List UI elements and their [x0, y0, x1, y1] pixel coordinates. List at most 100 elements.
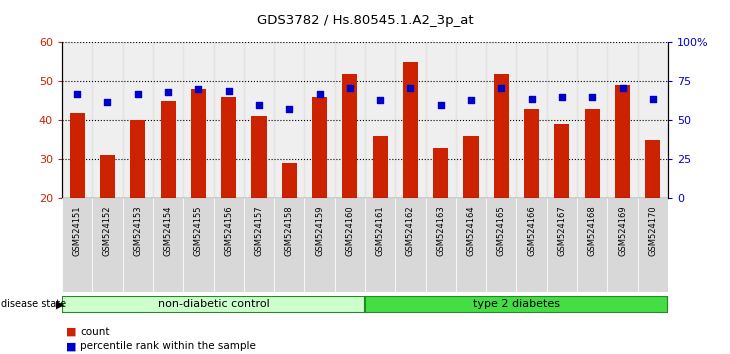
Bar	[304, 198, 335, 292]
Bar	[638, 42, 668, 198]
Point	[496, 85, 507, 91]
Text: GSM524168: GSM524168	[588, 206, 596, 257]
Text: GSM524156: GSM524156	[224, 206, 233, 256]
Bar	[335, 42, 365, 198]
Text: GSM524154: GSM524154	[164, 206, 172, 256]
Bar	[100, 155, 115, 198]
Text: GSM524165: GSM524165	[497, 206, 506, 256]
Bar	[191, 89, 206, 198]
Point	[132, 91, 144, 97]
Bar	[130, 120, 145, 198]
Bar	[214, 42, 244, 198]
Text: GSM524164: GSM524164	[466, 206, 475, 256]
Bar	[335, 198, 365, 292]
Bar	[554, 124, 569, 198]
Text: GDS3782 / Hs.80545.1.A2_3p_at: GDS3782 / Hs.80545.1.A2_3p_at	[257, 14, 473, 27]
Bar	[645, 140, 661, 198]
Point	[101, 99, 113, 104]
Bar	[396, 42, 426, 198]
Point	[72, 91, 83, 97]
Text: GSM524151: GSM524151	[73, 206, 82, 256]
Bar	[62, 198, 93, 292]
Text: ■: ■	[66, 327, 76, 337]
Point	[556, 94, 568, 100]
Point	[253, 102, 265, 108]
Bar	[426, 198, 456, 292]
Bar	[464, 136, 479, 198]
Bar	[456, 198, 486, 292]
Bar	[577, 42, 607, 198]
Text: GSM524153: GSM524153	[134, 206, 142, 256]
Bar	[274, 198, 304, 292]
Point	[223, 88, 234, 93]
FancyBboxPatch shape	[365, 296, 668, 313]
Bar	[214, 198, 244, 292]
Text: GSM524166: GSM524166	[527, 206, 536, 257]
Point	[162, 90, 174, 95]
Text: type 2 diabetes: type 2 diabetes	[473, 299, 560, 309]
Text: non-diabetic control: non-diabetic control	[158, 299, 269, 309]
Bar	[62, 42, 93, 198]
Bar	[524, 109, 539, 198]
Point	[283, 107, 295, 112]
Bar	[396, 198, 426, 292]
Point	[404, 85, 416, 91]
Bar	[486, 198, 517, 292]
Bar	[365, 42, 396, 198]
Point	[193, 86, 204, 92]
Bar	[312, 97, 327, 198]
Bar	[433, 148, 448, 198]
Point	[586, 94, 598, 100]
Text: ▶: ▶	[56, 299, 65, 309]
Bar	[547, 42, 577, 198]
Point	[344, 85, 356, 91]
Bar	[638, 198, 668, 292]
FancyBboxPatch shape	[62, 296, 365, 313]
Text: GSM524152: GSM524152	[103, 206, 112, 256]
Bar	[493, 74, 509, 198]
Text: GSM524160: GSM524160	[345, 206, 354, 256]
Bar	[251, 116, 266, 198]
Bar	[486, 42, 517, 198]
Text: GSM524161: GSM524161	[376, 206, 385, 256]
Bar	[244, 198, 274, 292]
Text: percentile rank within the sample: percentile rank within the sample	[80, 341, 256, 351]
Bar	[93, 42, 123, 198]
Point	[647, 96, 658, 101]
Point	[435, 102, 447, 108]
Text: GSM524159: GSM524159	[315, 206, 324, 256]
Bar	[183, 198, 214, 292]
Text: GSM524170: GSM524170	[648, 206, 657, 256]
Point	[374, 97, 386, 103]
Text: GSM524162: GSM524162	[406, 206, 415, 256]
Bar	[123, 42, 153, 198]
Bar	[153, 42, 183, 198]
Bar	[585, 109, 600, 198]
Bar	[161, 101, 176, 198]
Bar	[607, 42, 638, 198]
Bar	[274, 42, 304, 198]
Bar	[517, 42, 547, 198]
Text: ■: ■	[66, 341, 76, 351]
Bar	[547, 198, 577, 292]
Bar	[93, 198, 123, 292]
Text: GSM524163: GSM524163	[437, 206, 445, 257]
Bar	[403, 62, 418, 198]
Text: GSM524167: GSM524167	[558, 206, 566, 257]
Text: GSM524155: GSM524155	[194, 206, 203, 256]
Bar	[456, 42, 486, 198]
Point	[314, 91, 326, 97]
Bar	[426, 42, 456, 198]
Point	[465, 97, 477, 103]
Text: disease state: disease state	[1, 299, 66, 309]
Bar	[365, 198, 396, 292]
Bar	[123, 198, 153, 292]
Bar	[69, 113, 85, 198]
Bar	[282, 163, 297, 198]
Bar	[615, 85, 630, 198]
Bar	[517, 198, 547, 292]
Bar	[244, 42, 274, 198]
Bar	[153, 198, 183, 292]
Bar	[607, 198, 638, 292]
Text: count: count	[80, 327, 110, 337]
